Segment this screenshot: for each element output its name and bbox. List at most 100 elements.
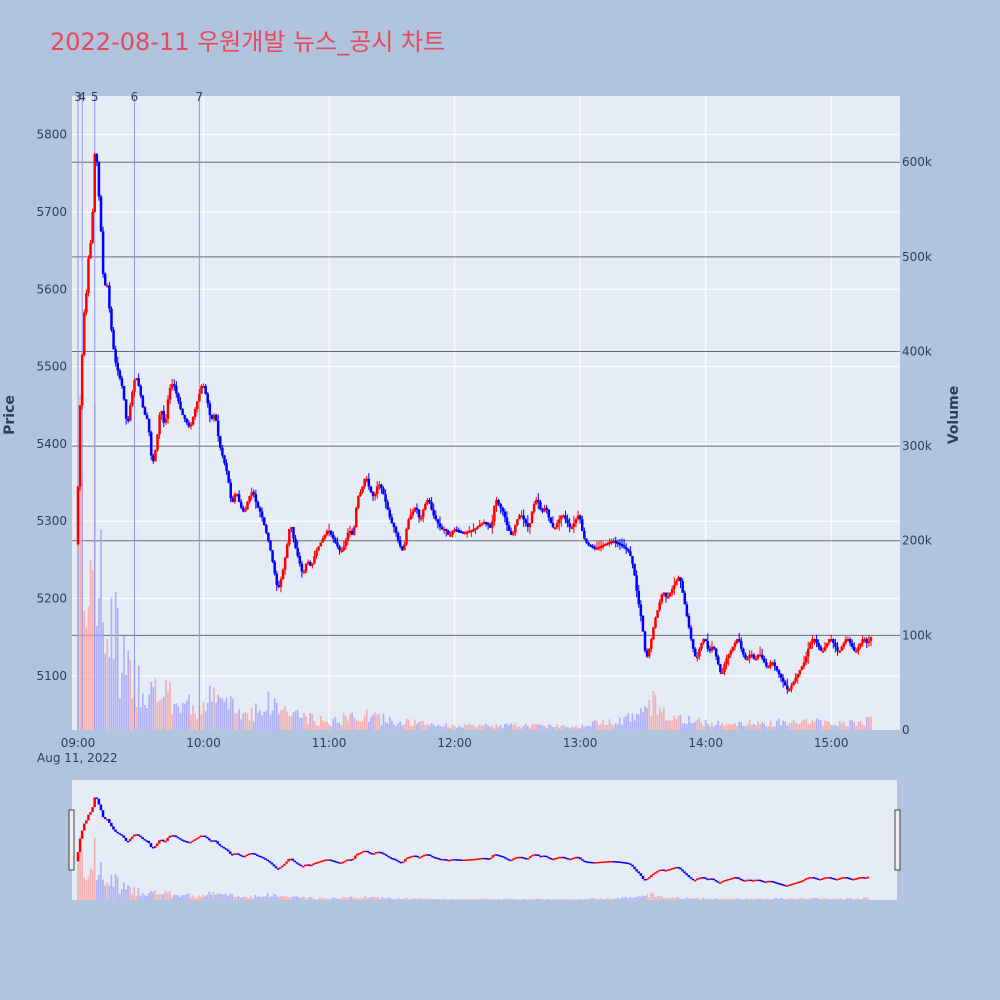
- volume-bar: [796, 724, 799, 730]
- volume-bar: [732, 724, 734, 730]
- slider-volume-bar: [667, 898, 669, 900]
- slider-candle: [289, 858, 292, 861]
- slider-candle: [218, 843, 222, 846]
- volume-bar: [552, 727, 554, 730]
- slider-candle: [418, 857, 422, 859]
- candle-body: [482, 522, 486, 525]
- candle-body: [591, 545, 594, 548]
- slider-candle: [612, 861, 616, 863]
- slider-volume-bar: [93, 837, 96, 900]
- candle-body: [702, 639, 705, 644]
- slider-volume-bar: [687, 898, 690, 900]
- candle-body: [206, 393, 209, 404]
- candle-body: [846, 639, 850, 642]
- candle-body: [191, 416, 195, 425]
- slider-volume-bar: [89, 867, 92, 900]
- candle-body: [712, 646, 716, 649]
- slider-candle: [268, 860, 272, 863]
- volume-bar: [660, 711, 663, 730]
- volume-bar: [405, 718, 408, 730]
- volume-bar: [301, 717, 303, 730]
- candle-body: [459, 530, 463, 533]
- slider-candle: [616, 861, 620, 863]
- volume-bar: [520, 727, 523, 730]
- slider-volume-bar: [433, 899, 436, 900]
- slider-candle: [451, 859, 455, 861]
- slider-volume-bar: [460, 899, 463, 901]
- volume-bar: [550, 725, 552, 730]
- candle-body: [606, 542, 609, 545]
- slider-candle: [281, 865, 284, 868]
- candle-body: [355, 507, 358, 528]
- volume-bar: [541, 725, 544, 730]
- candle-body: [97, 161, 101, 197]
- slider-candle: [712, 878, 716, 881]
- volume-bar: [644, 706, 646, 730]
- slider-candle: [656, 871, 659, 873]
- slider-volume-bar: [341, 896, 344, 900]
- candle-body: [461, 531, 465, 534]
- slider-volume-bar: [318, 897, 321, 900]
- date-label: Aug 11, 2022: [37, 751, 118, 765]
- volume-bar: [284, 706, 286, 730]
- volume-grid: [72, 161, 900, 636]
- slider-volume-bar: [792, 898, 794, 900]
- slider-candle: [816, 878, 820, 880]
- slider-volume-bar: [842, 899, 844, 900]
- slider-volume-bar: [262, 896, 265, 900]
- slider-candle: [160, 839, 163, 842]
- volume-bar: [669, 720, 671, 730]
- candle-body: [637, 590, 640, 605]
- slider-volume-bar: [840, 898, 842, 900]
- slider-candle: [320, 860, 324, 863]
- slider-candle: [710, 878, 713, 880]
- volume-tick-label: 500k: [902, 250, 932, 264]
- candle-body: [476, 526, 479, 529]
- candle-body: [147, 418, 151, 433]
- slider-candle: [176, 836, 180, 839]
- volume-bar: [135, 706, 138, 730]
- slider-volume-bar: [785, 898, 788, 900]
- slider-candle: [704, 877, 707, 879]
- volume-bar: [621, 724, 623, 730]
- range-slider-left-handle[interactable]: [68, 809, 75, 871]
- slider-candle: [243, 855, 247, 858]
- slider-candle: [245, 854, 249, 857]
- slider-volume-bar: [212, 891, 215, 900]
- slider-volume-bar: [204, 896, 206, 900]
- slider-volume-bar: [227, 896, 229, 900]
- candle-body: [727, 654, 730, 659]
- volume-bar: [280, 710, 282, 730]
- slider-volume-bar: [562, 899, 565, 900]
- volume-bar: [788, 723, 791, 730]
- range-slider-right-handle[interactable]: [894, 809, 901, 871]
- slider-candle: [356, 853, 359, 856]
- slider-volume-bar: [777, 899, 780, 900]
- volume-bar: [560, 726, 563, 730]
- slider-volume-bar: [535, 898, 538, 900]
- volume-bar: [221, 698, 224, 730]
- slider-volume-bar: [813, 897, 815, 900]
- candle-body: [80, 355, 84, 406]
- candle-body: [491, 521, 494, 528]
- slider-candle: [841, 877, 845, 879]
- slider-candle: [658, 869, 661, 872]
- candle-body: [124, 399, 128, 419]
- candle-body: [656, 610, 659, 618]
- slider-candle: [114, 829, 117, 832]
- volume-bar: [713, 726, 715, 730]
- volume-bar: [809, 723, 812, 730]
- candle-body: [457, 530, 461, 533]
- volume-bar: [393, 724, 395, 730]
- slider-volume-bar: [808, 898, 811, 900]
- candle-body: [689, 627, 693, 640]
- slider-candle: [829, 877, 832, 879]
- volume-bar: [148, 694, 150, 730]
- slider-volume-bar: [702, 898, 705, 900]
- volume-bar: [420, 720, 422, 730]
- slider-candle: [466, 859, 470, 861]
- event-marker-label: 5: [91, 90, 99, 104]
- candle-body: [290, 527, 293, 530]
- slider-volume-bar: [150, 890, 152, 900]
- slider-volume-bar: [492, 899, 494, 901]
